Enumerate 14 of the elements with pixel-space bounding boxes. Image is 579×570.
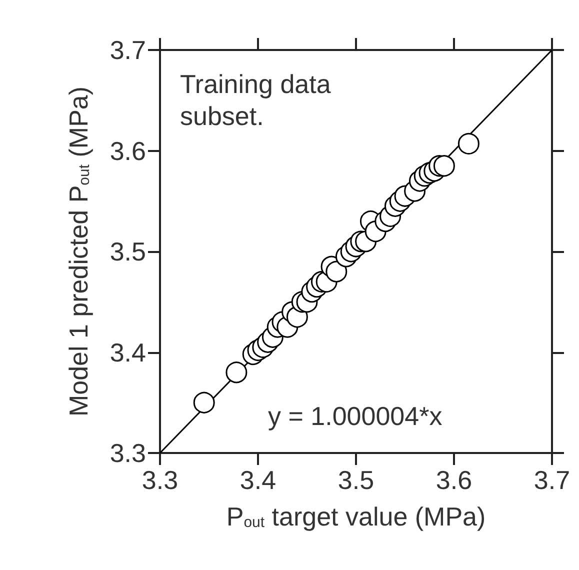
annotation: Training data subset. [180, 69, 332, 131]
y-tick-label: 3.5 [110, 236, 146, 266]
x-tick-label: 3.6 [436, 465, 472, 495]
x-tick-label: 3.3 [142, 465, 178, 495]
y-axis-title: Model 1 predicted Pout (MPa) [64, 86, 94, 417]
annotation: y = 1.000004*x [268, 401, 442, 431]
y-tick-label: 3.7 [110, 35, 146, 65]
x-tick-label: 3.7 [534, 465, 570, 495]
x-tick-label: 3.5 [338, 465, 374, 495]
y-tick-label: 3.3 [110, 438, 146, 468]
y-tick-label: 3.4 [110, 337, 146, 368]
x-axis-title: Pout target value (MPa) [226, 502, 486, 532]
x-tick-label: 3.4 [240, 465, 276, 495]
y-tick-label: 3.6 [110, 136, 146, 166]
